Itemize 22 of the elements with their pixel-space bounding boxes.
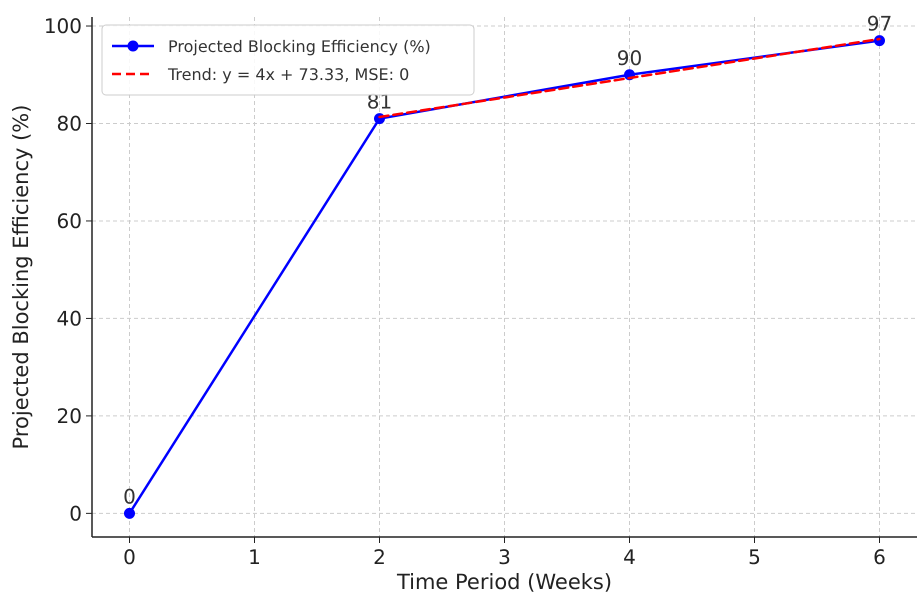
x-tick-label: 1: [248, 545, 261, 569]
data-label: 97: [866, 12, 892, 36]
y-axis-title: Projected Blocking Efficiency (%): [9, 104, 33, 450]
y-tick-label: 20: [56, 404, 82, 428]
x-tick-label: 6: [873, 545, 886, 569]
data-label: 0: [123, 484, 136, 508]
y-tick-label: 60: [56, 208, 82, 233]
x-tick-label: 0: [123, 545, 136, 569]
x-axis-title: Time Period (Weeks): [396, 570, 612, 594]
data-label: 90: [616, 46, 642, 70]
point: [124, 508, 135, 519]
legend-label: Projected Blocking Efficiency (%): [168, 37, 431, 56]
y-tick-label: 80: [56, 111, 82, 136]
x-tick-label: 3: [498, 545, 511, 569]
y-tick-label: 0: [69, 501, 82, 526]
point: [874, 35, 885, 46]
y-tick-label: 40: [56, 306, 82, 330]
legend-label: Trend: y = 4x + 73.33, MSE: 0: [167, 65, 410, 84]
x-tick-label: 4: [623, 545, 636, 569]
x-tick-label: 5: [748, 545, 761, 569]
x-tick-label: 2: [373, 545, 386, 569]
y-tick-label: 100: [44, 14, 82, 38]
